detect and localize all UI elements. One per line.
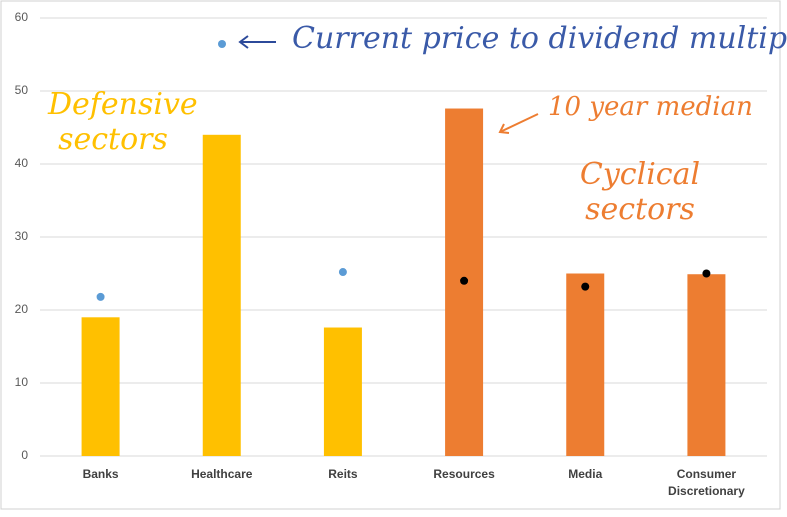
bar	[323, 327, 362, 456]
y-tick-label: 30	[15, 229, 29, 243]
bar	[202, 134, 241, 457]
y-tick-label: 40	[15, 156, 29, 170]
current-multiple-dot	[96, 292, 105, 301]
annotation: Defensive sectors	[48, 87, 198, 157]
legend-marker	[218, 40, 226, 48]
y-tick-label: 20	[15, 302, 29, 316]
annotation-arrow	[498, 113, 539, 134]
current-multiple-dot	[581, 282, 590, 291]
x-tick-label: Reits	[328, 467, 358, 481]
legend-arrow	[238, 35, 276, 49]
bar	[81, 317, 120, 456]
current-multiple-dot	[338, 268, 347, 277]
legend-label: 10 year median	[548, 92, 753, 122]
x-tick-label: Resources	[433, 467, 495, 481]
y-tick-label: 0	[21, 448, 28, 462]
y-tick-label: 60	[15, 10, 29, 24]
x-tick-label: Media	[568, 467, 603, 481]
current-multiple-dot	[460, 276, 469, 285]
bar	[687, 274, 726, 456]
x-tick-label: Consumer Discretionary	[668, 467, 745, 498]
y-tick-label: 10	[15, 375, 29, 389]
bar	[566, 273, 605, 456]
x-tick-label: Healthcare	[191, 467, 253, 481]
current-multiple-dot	[702, 269, 711, 278]
x-tick-label: Banks	[82, 467, 119, 481]
annotation: Cyclical sectors	[579, 157, 701, 227]
legend-label: Current price to dividend multiple	[292, 21, 787, 56]
chart-border	[0, 0, 781, 510]
y-tick-label: 50	[15, 83, 29, 97]
